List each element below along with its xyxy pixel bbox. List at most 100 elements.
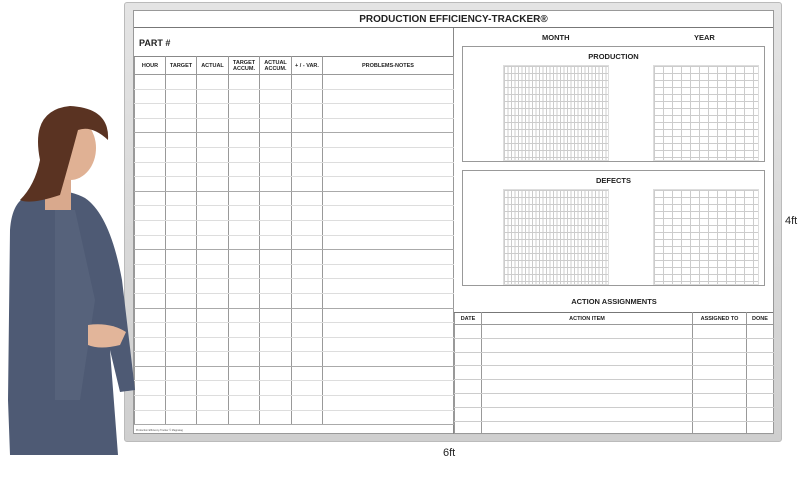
log-cell xyxy=(259,176,292,192)
log-cell xyxy=(196,89,229,105)
log-cell xyxy=(291,220,323,236)
log-cell xyxy=(165,249,197,265)
action-cell xyxy=(481,379,693,394)
col-variance: + / - VAR. xyxy=(291,56,323,75)
whiteboard: PRODUCTION EFFICIENCY-TRACKER® PART # HO… xyxy=(133,10,774,436)
defects-year-grid xyxy=(653,189,759,285)
log-cell xyxy=(196,235,229,251)
col-date: DATE xyxy=(454,312,482,325)
log-row xyxy=(134,176,454,192)
action-row xyxy=(454,421,774,436)
log-cell xyxy=(165,380,197,397)
col-target-accum: TARGET ACCUM. xyxy=(228,56,260,75)
log-cell xyxy=(322,410,454,426)
month-label: MONTH xyxy=(542,33,570,42)
log-cell xyxy=(228,147,260,163)
action-row xyxy=(454,407,774,422)
log-cell xyxy=(291,147,323,163)
action-cell xyxy=(481,365,693,381)
log-cell xyxy=(322,162,454,178)
action-cell xyxy=(692,379,747,394)
defects-chart: DEFECTS xyxy=(462,170,765,286)
log-row xyxy=(134,132,454,148)
log-cell xyxy=(291,264,323,280)
defects-chart-title: DEFECTS xyxy=(595,176,631,185)
log-cell xyxy=(322,191,454,207)
col-assigned-to: ASSIGNED TO xyxy=(692,312,747,325)
log-cell xyxy=(322,322,454,338)
log-cell xyxy=(291,103,323,119)
log-row xyxy=(134,322,454,338)
log-cell xyxy=(322,103,454,119)
log-cell xyxy=(228,410,260,426)
log-cell xyxy=(196,205,229,221)
log-cell xyxy=(291,191,323,207)
log-cell xyxy=(228,103,260,119)
log-cell xyxy=(259,220,292,236)
log-cell xyxy=(259,205,292,221)
log-cell xyxy=(291,249,323,265)
log-row xyxy=(134,220,454,236)
action-cell xyxy=(746,365,774,381)
log-cell xyxy=(196,337,229,353)
log-cell xyxy=(165,366,197,382)
log-cell xyxy=(322,118,454,134)
log-cell xyxy=(291,293,323,309)
log-cell xyxy=(259,380,292,397)
presenter-woman-image xyxy=(8,106,135,455)
action-cell xyxy=(454,407,482,422)
log-cell xyxy=(291,132,323,148)
log-cell xyxy=(228,366,260,382)
log-cell xyxy=(322,293,454,309)
action-cell xyxy=(692,338,747,353)
action-cell xyxy=(454,338,482,353)
log-row xyxy=(134,147,454,163)
log-cell xyxy=(291,89,323,105)
action-cell xyxy=(454,393,482,408)
action-cell xyxy=(692,421,747,436)
log-cell xyxy=(228,380,260,397)
log-cell xyxy=(291,118,323,134)
log-row xyxy=(134,278,454,294)
col-problems-notes: PROBLEMS-NOTES xyxy=(322,56,454,75)
log-cell xyxy=(228,220,260,236)
log-cell xyxy=(259,118,292,134)
log-cell xyxy=(228,293,260,309)
log-cell xyxy=(291,395,323,411)
log-cell xyxy=(196,264,229,280)
log-cell xyxy=(259,74,292,90)
action-assignments-title: ACTION ASSIGNMENTS xyxy=(571,297,657,306)
log-cell xyxy=(196,162,229,178)
log-cell xyxy=(228,118,260,134)
action-cell xyxy=(746,379,774,394)
log-row xyxy=(134,103,454,119)
log-cell xyxy=(291,74,323,90)
log-cell xyxy=(196,351,229,367)
log-cell xyxy=(165,220,197,236)
log-cell xyxy=(228,395,260,411)
log-cell xyxy=(228,162,260,178)
log-cell xyxy=(259,322,292,338)
log-cell xyxy=(196,191,229,207)
log-cell xyxy=(259,337,292,353)
action-cell xyxy=(481,407,693,422)
log-cell xyxy=(322,147,454,163)
action-cell xyxy=(692,365,747,381)
log-cell xyxy=(196,132,229,148)
log-cell xyxy=(322,264,454,280)
log-cell xyxy=(322,249,454,265)
action-cell xyxy=(481,338,693,353)
hourly-log-panel: PART # HOUR TARGET ACTUAL TARGET ACCUM. … xyxy=(134,28,454,434)
log-cell xyxy=(134,74,166,90)
log-row xyxy=(134,308,454,324)
board-footer: Production Efficiency-Tracker © Magnatag xyxy=(136,429,183,432)
log-cell xyxy=(259,395,292,411)
action-cell xyxy=(454,324,482,339)
action-cell xyxy=(746,421,774,436)
log-cell xyxy=(228,249,260,265)
log-cell xyxy=(322,132,454,148)
log-cell xyxy=(322,351,454,367)
col-actual-accum: ACTUAL ACCUM. xyxy=(259,56,292,75)
action-cell xyxy=(692,407,747,422)
log-cell xyxy=(259,410,292,426)
